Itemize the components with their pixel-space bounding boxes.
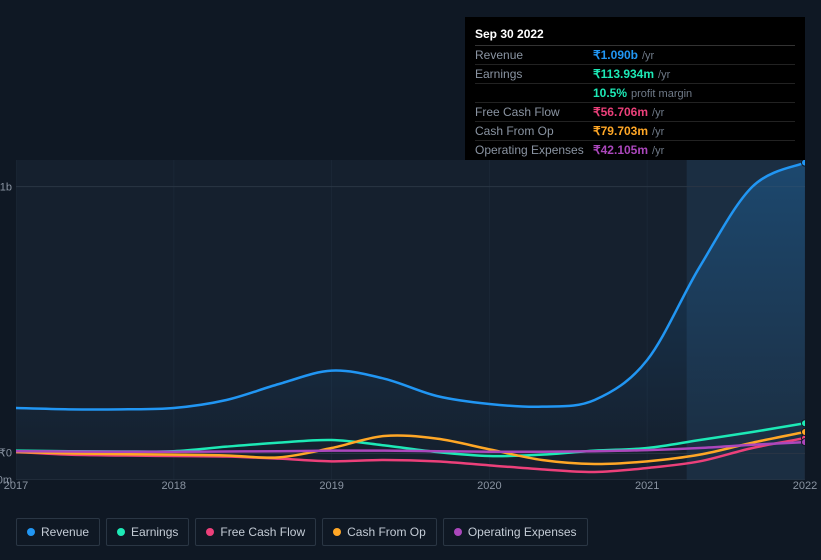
tooltip-row: 10.5% profit margin xyxy=(475,84,795,103)
legend-item[interactable]: Operating Expenses xyxy=(443,518,588,546)
tooltip-row-value: ₹56.706m xyxy=(593,105,648,119)
legend-dot-icon xyxy=(333,528,341,536)
chart-legend: Revenue Earnings Free Cash Flow Cash From O… xyxy=(16,518,588,546)
tooltip-row-value: ₹1.090b xyxy=(593,48,638,62)
legend-item[interactable]: Cash From Op xyxy=(322,518,437,546)
legend-label: Earnings xyxy=(131,525,178,539)
tooltip-row-suffix: /yr xyxy=(652,145,664,157)
legend-item[interactable]: Earnings xyxy=(106,518,189,546)
chart-svg xyxy=(16,160,805,480)
tooltip-row-label: Operating Expenses xyxy=(475,143,593,157)
tooltip-row: Free Cash Flow₹56.706m/yr xyxy=(475,103,795,122)
legend-label: Operating Expenses xyxy=(468,525,577,539)
legend-item[interactable]: Free Cash Flow xyxy=(195,518,316,546)
x-axis-tick: 2019 xyxy=(319,480,343,492)
legend-item[interactable]: Revenue xyxy=(16,518,100,546)
tooltip-row-suffix: /yr xyxy=(642,50,654,62)
legend-dot-icon xyxy=(27,528,35,536)
x-axis-tick: 2017 xyxy=(4,480,28,492)
x-axis-tick: 2021 xyxy=(635,480,659,492)
chart-tooltip: Sep 30 2022 Revenue₹1.090b/yrEarnings₹11… xyxy=(465,17,805,165)
legend-dot-icon xyxy=(206,528,214,536)
tooltip-row-value: ₹79.703m xyxy=(593,124,648,138)
tooltip-row: Cash From Op₹79.703m/yr xyxy=(475,122,795,141)
tooltip-date: Sep 30 2022 xyxy=(475,23,795,46)
legend-dot-icon xyxy=(117,528,125,536)
line-chart: ₹1b₹0-₹100m 201720182019202020212022 xyxy=(16,160,805,480)
tooltip-row-suffix: profit margin xyxy=(631,88,692,100)
tooltip-row: Revenue₹1.090b/yr xyxy=(475,46,795,65)
tooltip-row-suffix: /yr xyxy=(652,126,664,138)
tooltip-row-value: 10.5% xyxy=(593,86,627,100)
legend-label: Revenue xyxy=(41,525,89,539)
x-axis-tick: 2020 xyxy=(477,480,501,492)
tooltip-row-suffix: /yr xyxy=(652,107,664,119)
tooltip-row-label: Free Cash Flow xyxy=(475,105,593,119)
y-axis-tick: ₹1b xyxy=(0,180,12,193)
legend-label: Cash From Op xyxy=(347,525,426,539)
tooltip-row-value: ₹113.934m xyxy=(593,67,654,81)
tooltip-row-label: Revenue xyxy=(475,48,593,62)
tooltip-row-label: Cash From Op xyxy=(475,124,593,138)
y-axis-tick: ₹0 xyxy=(0,447,12,460)
tooltip-row: Operating Expenses₹42.105m/yr xyxy=(475,141,795,159)
tooltip-row-suffix: /yr xyxy=(658,69,670,81)
tooltip-row-label: Earnings xyxy=(475,67,593,81)
tooltip-row: Earnings₹113.934m/yr xyxy=(475,65,795,84)
legend-dot-icon xyxy=(454,528,462,536)
tooltip-row-value: ₹42.105m xyxy=(593,143,648,157)
legend-label: Free Cash Flow xyxy=(220,525,305,539)
x-axis-tick: 2022 xyxy=(793,480,817,492)
x-axis-tick: 2018 xyxy=(162,480,186,492)
